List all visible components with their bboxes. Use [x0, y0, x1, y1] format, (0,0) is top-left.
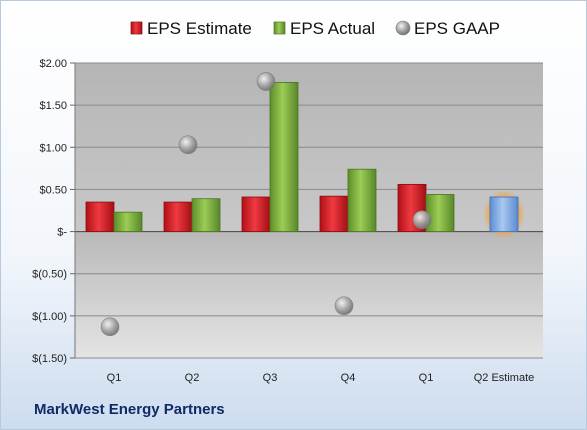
y-tick-label: $1.00	[39, 142, 67, 154]
bar-eps-actual	[113, 211, 143, 232]
legend-label: EPS Estimate	[147, 19, 252, 38]
y-tick-label: $2.00	[39, 58, 67, 70]
bar-eps-actual	[191, 198, 221, 232]
bar-eps-actual	[269, 81, 299, 232]
plot-area-negative	[75, 231, 543, 358]
bar-eps-estimate	[241, 196, 271, 232]
y-tick-label: $1.50	[39, 100, 67, 112]
bar-eps-estimate	[85, 201, 115, 232]
y-tick-label: $(0.50)	[32, 269, 67, 281]
marker-eps-gaap	[334, 296, 354, 316]
marker-eps-gaap	[256, 72, 276, 91]
legend-label: EPS GAAP	[414, 19, 500, 38]
bar-q2-estimate	[489, 196, 519, 232]
bar-eps-actual	[347, 168, 377, 232]
legend-swatch-eps-estimate	[130, 21, 143, 35]
legend-swatch-eps-actual	[273, 21, 286, 35]
bar-eps-actual	[425, 194, 455, 232]
y-tick-label: $0.50	[39, 184, 67, 196]
x-tick-label: Q1	[419, 372, 434, 384]
bar-eps-estimate	[319, 195, 349, 232]
bar-eps-estimate	[163, 201, 193, 232]
marker-eps-gaap	[178, 135, 198, 155]
marker-eps-gaap	[100, 317, 120, 337]
y-tick-label: $(1.50)	[32, 353, 67, 365]
marker-eps-gaap	[412, 210, 432, 230]
y-tick-label: $(1.00)	[32, 311, 67, 323]
legend-label: EPS Actual	[290, 19, 375, 38]
legend-swatch-eps-gaap	[395, 20, 411, 36]
x-tick-label: Q2	[185, 372, 200, 384]
x-tick-label: Q1	[107, 372, 122, 384]
x-tick-label: Q3	[263, 372, 278, 384]
y-tick-label: $-	[57, 227, 67, 239]
company-name: MarkWest Energy Partners	[34, 401, 225, 418]
x-tick-label: Q2 Estimate	[474, 372, 535, 384]
x-tick-label: Q4	[341, 372, 356, 384]
